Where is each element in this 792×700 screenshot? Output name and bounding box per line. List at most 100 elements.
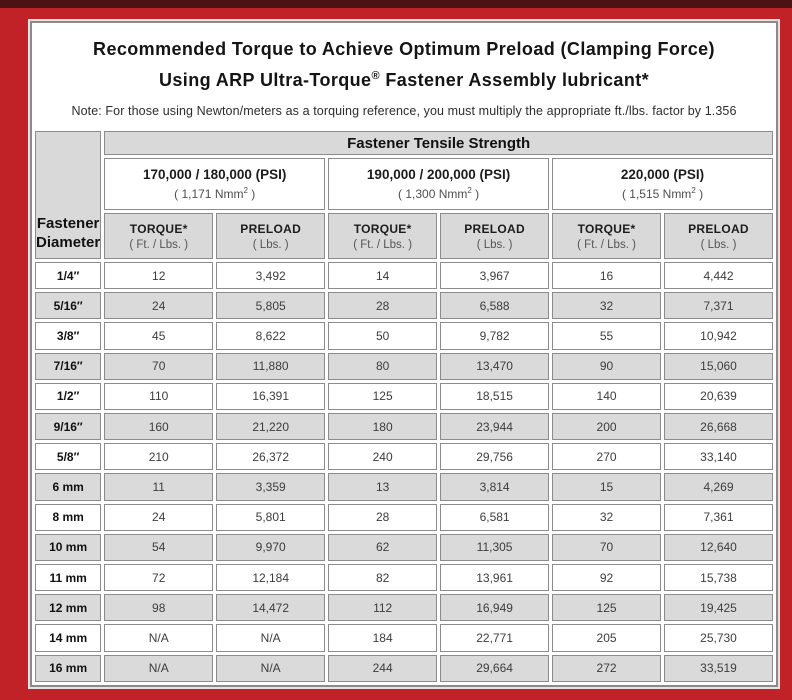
corner-header-line2: Diameter bbox=[36, 234, 101, 251]
value-cell: 3,492 bbox=[216, 262, 326, 290]
value-cell: 9,970 bbox=[216, 533, 326, 562]
value-cell: 110 bbox=[104, 382, 214, 411]
value-cell: 26,372 bbox=[216, 443, 326, 471]
value-cell: 240 bbox=[328, 443, 438, 471]
title-line2-suffix: Fastener Assembly lubricant* bbox=[379, 70, 650, 90]
value-cell: 5,805 bbox=[216, 292, 326, 320]
value-cell: 98 bbox=[104, 594, 214, 622]
table-row: 8 mm 24 5,801 28 6,581 32 7,361 bbox=[35, 503, 773, 531]
value-cell: 70 bbox=[104, 352, 214, 380]
value-cell: 18,515 bbox=[440, 382, 550, 411]
corner-header: Fastener Diameter bbox=[35, 131, 102, 259]
value-cell: 15 bbox=[552, 473, 662, 501]
value-cell: 13,470 bbox=[440, 352, 550, 380]
torque-preload-header-row: TORQUE* ( Ft. / Lbs. ) PRELOAD ( Lbs. ) … bbox=[35, 213, 773, 259]
value-cell: 8,622 bbox=[216, 322, 326, 350]
value-cell: N/A bbox=[104, 624, 214, 652]
value-cell: 4,269 bbox=[664, 473, 773, 501]
tensile-strength-header: Fastener Tensile Strength bbox=[104, 131, 773, 155]
value-cell: N/A bbox=[216, 624, 326, 652]
value-cell: 112 bbox=[328, 594, 438, 622]
preload-column-header: PRELOAD ( Lbs. ) bbox=[440, 213, 550, 259]
fastener-diameter-cell: 12 mm bbox=[35, 594, 102, 622]
value-cell: 23,944 bbox=[440, 413, 550, 441]
value-cell: 28 bbox=[328, 292, 438, 320]
value-cell: 272 bbox=[552, 654, 662, 682]
torque-column-header: TORQUE* ( Ft. / Lbs. ) bbox=[328, 213, 438, 259]
table-row: 12 mm 98 14,472 112 16,949 125 19,425 bbox=[35, 594, 773, 622]
value-cell: 210 bbox=[104, 443, 214, 471]
value-cell: 19,425 bbox=[664, 594, 773, 622]
value-cell: 6,588 bbox=[440, 292, 550, 320]
preload-column-header: PRELOAD ( Lbs. ) bbox=[216, 213, 326, 259]
value-cell: 11 bbox=[104, 473, 214, 501]
value-cell: 54 bbox=[104, 533, 214, 562]
corner-header-line1: Fastener bbox=[36, 215, 100, 232]
value-cell: 50 bbox=[328, 322, 438, 350]
fastener-diameter-cell: 1/4″ bbox=[35, 262, 102, 290]
value-cell: 24 bbox=[104, 292, 214, 320]
psi-group-header-190-200: 190,000 / 200,000 (PSI) ( 1,300 Nmm2 ) bbox=[328, 158, 550, 210]
value-cell: 29,664 bbox=[440, 654, 550, 682]
fastener-diameter-cell: 10 mm bbox=[35, 533, 102, 562]
value-cell: 16,949 bbox=[440, 594, 550, 622]
table-row: 1/4″ 12 3,492 14 3,967 16 4,442 bbox=[35, 262, 773, 290]
value-cell: 244 bbox=[328, 654, 438, 682]
value-cell: 90 bbox=[552, 352, 662, 380]
value-cell: 29,756 bbox=[440, 443, 550, 471]
value-cell: 92 bbox=[552, 564, 662, 592]
value-cell: 16,391 bbox=[216, 382, 326, 411]
psi-label: 190,000 / 200,000 (PSI) bbox=[366, 167, 511, 182]
value-cell: 70 bbox=[552, 533, 662, 562]
value-cell: 6,581 bbox=[440, 503, 550, 531]
psi-header-row: 170,000 / 180,000 (PSI) ( 1,171 Nmm2 ) 1… bbox=[35, 158, 773, 210]
value-cell: 14,472 bbox=[216, 594, 326, 622]
title-line2-prefix: Using ARP Ultra-Torque bbox=[158, 70, 372, 90]
table-row: 6 mm 11 3,359 13 3,814 15 4,269 bbox=[35, 473, 773, 501]
value-cell: 15,060 bbox=[664, 352, 773, 380]
value-cell: 26,668 bbox=[664, 413, 773, 441]
value-cell: 11,880 bbox=[216, 352, 326, 380]
value-cell: 3,359 bbox=[216, 473, 326, 501]
table-row: 16 mm N/A N/A 244 29,664 272 33,519 bbox=[35, 654, 773, 682]
psi-group-header-220: 220,000 (PSI) ( 1,515 Nmm2 ) bbox=[552, 158, 773, 210]
fastener-diameter-cell: 3/8″ bbox=[35, 322, 102, 350]
value-cell: 205 bbox=[552, 624, 662, 652]
content-frame: Recommended Torque to Achieve Optimum Pr… bbox=[30, 21, 778, 687]
value-cell: 45 bbox=[104, 322, 214, 350]
page-title-line1: Recommended Torque to Achieve Optimum Pr… bbox=[93, 39, 715, 59]
value-cell: 33,519 bbox=[664, 654, 773, 682]
value-cell: 32 bbox=[552, 503, 662, 531]
table-row: 9/16″ 160 21,220 180 23,944 200 26,668 bbox=[35, 413, 773, 441]
value-cell: 12,640 bbox=[664, 533, 773, 562]
value-cell: 270 bbox=[552, 443, 662, 471]
value-cell: N/A bbox=[216, 654, 326, 682]
table-row: 7/16″ 70 11,880 80 13,470 90 15,060 bbox=[35, 352, 773, 380]
value-cell: 33,140 bbox=[664, 443, 773, 471]
value-cell: 55 bbox=[552, 322, 662, 350]
value-cell: 28 bbox=[328, 503, 438, 531]
table-body: 1/4″ 12 3,492 14 3,967 16 4,442 5/16″ 24 5,805 28 6… bbox=[35, 262, 773, 682]
value-cell: 20,639 bbox=[664, 382, 773, 411]
fastener-diameter-cell: 11 mm bbox=[35, 564, 102, 592]
nmm-subheader: ( 1,515 Nmm2 ) bbox=[621, 186, 704, 201]
registered-trademark-icon: ® bbox=[371, 70, 380, 82]
nmm-subheader: ( 1,300 Nmm2 ) bbox=[398, 186, 480, 201]
torque-table-wrap: Fastener Diameter Fastener Tensile Stren… bbox=[32, 128, 776, 685]
value-cell: 180 bbox=[328, 413, 438, 441]
value-cell: 125 bbox=[328, 382, 438, 411]
value-cell: 13 bbox=[328, 473, 438, 501]
fastener-diameter-cell: 1/2″ bbox=[35, 382, 102, 411]
value-cell: 14 bbox=[328, 262, 438, 290]
value-cell: 25,730 bbox=[664, 624, 773, 652]
value-cell: 11,305 bbox=[440, 533, 550, 562]
value-cell: 5,801 bbox=[216, 503, 326, 531]
value-cell: 15,738 bbox=[664, 564, 773, 592]
fastener-diameter-cell: 16 mm bbox=[35, 654, 102, 682]
value-cell: 7,371 bbox=[664, 292, 773, 320]
psi-label: 170,000 / 180,000 (PSI) bbox=[143, 167, 287, 182]
nmm-subheader: ( 1,171 Nmm2 ) bbox=[174, 186, 256, 201]
value-cell: 7,361 bbox=[664, 503, 773, 531]
value-cell: 22,771 bbox=[440, 624, 550, 652]
preload-column-header: PRELOAD ( Lbs. ) bbox=[664, 213, 773, 259]
